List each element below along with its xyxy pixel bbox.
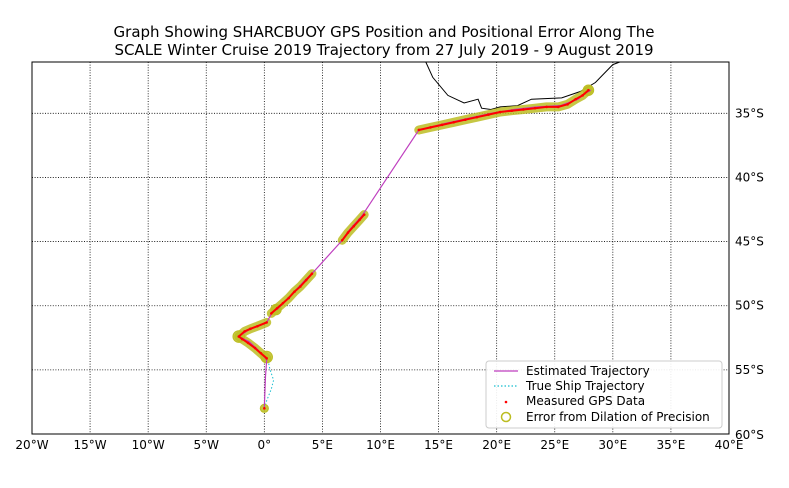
x-tick-label: 20°W: [15, 438, 48, 452]
gps-point: [510, 109, 514, 113]
y-tick-label: 45°S: [735, 235, 764, 249]
x-tick-label: 15°W: [74, 438, 107, 452]
gps-point: [464, 118, 467, 122]
gps-point: [275, 306, 279, 310]
gps-point: [522, 108, 525, 111]
gps-point: [545, 105, 548, 109]
gps-point: [417, 128, 421, 132]
x-tick-label: 25°E: [540, 438, 569, 452]
plot-area: 20°W 15°W 10°W 5°W 0° 5°E 10°E 15°E 20°E 25°E 30°E…: [15, 61, 764, 452]
y-tick-label: 60°S: [735, 428, 764, 442]
gps-point: [310, 272, 314, 275]
x-tick-label: 5°W: [194, 438, 220, 452]
gps-point: [240, 337, 244, 341]
gps-point: [270, 312, 273, 315]
legend-item-error: Error from Dilation of Precision: [500, 410, 710, 424]
legend-label-error: Error from Dilation of Precision: [526, 410, 710, 424]
gps-point: [259, 351, 263, 355]
gps-point: [352, 224, 356, 228]
y-tick-label: 40°S: [735, 170, 764, 184]
gps-track: [237, 321, 268, 360]
gps-point: [452, 120, 455, 124]
legend-label-estimated: Estimated Trajectory: [526, 364, 650, 378]
gps-point: [265, 321, 268, 324]
legend-label-true-ship: True Ship Trajectory: [525, 379, 645, 393]
gps-point: [487, 113, 490, 116]
data-layer: [232, 62, 620, 413]
legend-swatch-gps: [504, 400, 508, 404]
gps-point: [498, 110, 502, 114]
x-tick-label: 30°E: [598, 438, 627, 452]
gps-point: [475, 115, 479, 119]
gps-point: [346, 231, 350, 234]
x-tick-label: 40°E: [715, 438, 744, 452]
gps-point: [304, 278, 308, 282]
gps-point: [358, 218, 361, 222]
axis-ticks: 20°W 15°W 10°W 5°W 0° 5°E 10°E 15°E 20°E 25°E 30°E…: [15, 106, 763, 452]
gps-point: [581, 94, 584, 97]
x-tick-label: 20°E: [482, 438, 511, 452]
x-tick-label: 5°E: [312, 438, 333, 452]
y-tick-label: 50°S: [735, 299, 764, 313]
gps-point: [243, 330, 246, 333]
legend-item-gps: Measured GPS Data: [504, 394, 645, 408]
gps-point: [246, 341, 250, 345]
chart-title-line-2: SCALE Winter Cruise 2019 Trajectory from…: [114, 41, 653, 59]
legend-box: [485, 360, 723, 429]
true-ship-trajectory-line: [263, 359, 275, 409]
gps-point: [299, 285, 302, 288]
gps-point: [440, 123, 444, 127]
plot-frame: [31, 61, 730, 435]
gps-point: [237, 335, 241, 338]
gps-point: [265, 357, 268, 360]
gps-point: [256, 324, 259, 328]
gps-point: [253, 346, 257, 350]
legend-label-gps: Measured GPS Data: [526, 394, 645, 408]
gps-point: [556, 105, 560, 109]
gps-track: [341, 213, 365, 241]
gps-point: [287, 296, 291, 300]
x-tick-label: 35°E: [656, 438, 685, 452]
x-tick-label: 0°: [258, 438, 272, 452]
gps-point: [533, 106, 537, 110]
gps-point: [362, 213, 366, 216]
y-tick-label: 35°S: [735, 106, 764, 120]
legend: Estimated Trajectory True Ship Trajector…: [485, 360, 723, 429]
gps-point: [293, 290, 296, 293]
gps-point: [263, 407, 266, 410]
gps-point: [574, 97, 577, 101]
gps-point: [281, 301, 285, 305]
y-tick-label: 55°S: [735, 363, 764, 377]
legend-item-true-ship: True Ship Trajectory: [494, 379, 645, 393]
chart-title-line-1: Graph Showing SHARCBUOY GPS Position and…: [114, 23, 655, 41]
gps-point: [249, 327, 252, 331]
x-tick-label: 10°E: [366, 438, 395, 452]
legend-swatch-error: [500, 411, 512, 423]
gps-point: [429, 126, 432, 129]
legend-item-estimated: Estimated Trajectory: [494, 364, 650, 378]
x-tick-label: 15°E: [424, 438, 453, 452]
gps-point: [587, 88, 590, 92]
gps-point: [340, 239, 344, 242]
gps-point: [566, 103, 569, 106]
x-tick-label: 10°W: [132, 438, 165, 452]
